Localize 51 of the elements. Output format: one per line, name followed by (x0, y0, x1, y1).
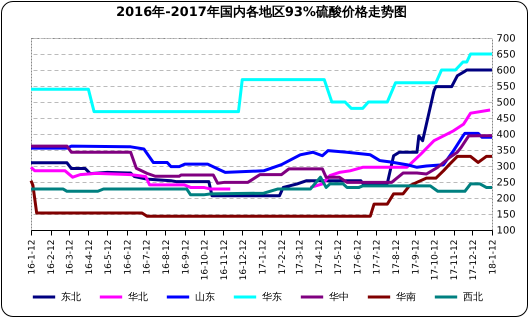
x-tick-label: 16-12-12 (238, 240, 249, 280)
x-tick-label: 17-10-12 (430, 240, 440, 280)
x-tick-label: 17-9-12 (412, 240, 422, 275)
legend-label: 西北 (463, 291, 483, 303)
y-tick-label: 600 (496, 66, 516, 76)
x-tick-label: 16-5-12 (104, 240, 114, 275)
legend-label: 华南 (396, 291, 416, 303)
x-tick-label: 17-7-12 (372, 240, 382, 275)
legend-label: 东北 (61, 291, 81, 303)
line-series (30, 154, 494, 218)
legend-label: 华北 (128, 291, 148, 303)
legend-label: 华东 (262, 291, 282, 303)
legend-label: 华中 (329, 291, 349, 303)
x-tick-label: 16-1-12 (28, 240, 38, 275)
y-tick-label: 500 (496, 98, 516, 108)
x-tick-label: 17-5-12 (334, 240, 344, 275)
y-tick-label: 250 (496, 178, 516, 188)
y-tick-label: 350 (496, 146, 516, 156)
x-tick-label: 17-4-12 (315, 240, 326, 275)
y-tick-label: 200 (496, 194, 516, 204)
y-tick-label: 550 (496, 82, 516, 92)
x-tick-label: 16-10-12 (200, 240, 210, 280)
x-tick-label: 17-2-12 (278, 240, 288, 275)
line-series (30, 134, 494, 185)
x-tick-label: 17-1-12 (258, 240, 268, 275)
y-tick-label: 300 (496, 162, 516, 172)
y-tick-label: 700 (496, 34, 516, 44)
y-tick-label: 650 (496, 50, 516, 60)
x-tick-label: 16-9-12 (181, 240, 192, 275)
y-tick-label: 400 (496, 130, 516, 140)
x-tick-label: 16-4-12 (84, 240, 95, 275)
y-tick-label: 100 (496, 226, 516, 236)
x-tick-label: 16-7-12 (142, 240, 152, 275)
x-tick-label: 17-3-12 (296, 240, 306, 275)
legend-label: 山东 (195, 291, 215, 303)
line-series (30, 52, 494, 114)
x-tick-label: 16-2-12 (47, 240, 58, 275)
x-tick-label: 16-8-12 (162, 240, 172, 275)
line-series (30, 132, 494, 174)
x-tick-label: 18-1-12 (488, 240, 498, 275)
x-tick-label: 17-12-12 (468, 240, 479, 280)
x-tick-label: 16-3-12 (65, 240, 76, 275)
chart-title: 2016年-2017年国内各地区93%硫酸价格走势图 (116, 4, 407, 20)
x-tick-label: 17-8-12 (392, 240, 402, 275)
x-tick-label: 17-6-12 (354, 240, 364, 275)
x-tick-label: 16-11-12 (220, 240, 230, 280)
x-tick-label: 17-11-12 (450, 240, 460, 280)
x-tick-label: 16-6-12 (123, 240, 134, 275)
line-series (30, 176, 494, 196)
y-tick-label: 450 (496, 114, 516, 124)
y-tick-label: 150 (496, 210, 516, 220)
